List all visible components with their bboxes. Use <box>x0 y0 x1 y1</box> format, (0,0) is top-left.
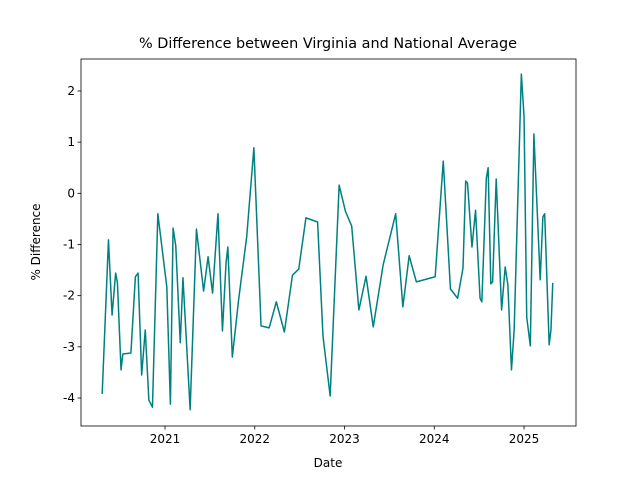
x-axis-label: Date <box>314 456 343 470</box>
y-tick-label: -4 <box>63 391 75 405</box>
axes-frame <box>80 58 577 427</box>
x-tick-label: 2025 <box>509 432 540 446</box>
y-tick-label: -2 <box>63 289 75 303</box>
y-axis-label: % Difference <box>29 203 43 280</box>
y-tick-label: 0 <box>67 186 75 200</box>
y-tick-label: -1 <box>63 237 75 251</box>
data-line <box>101 73 554 411</box>
x-tick-label: 2022 <box>239 432 270 446</box>
x-tick-label: 2024 <box>419 432 450 446</box>
x-tick-label: 2021 <box>150 432 181 446</box>
x-tick-label: 2023 <box>329 432 360 446</box>
y-tick-label: 1 <box>67 135 75 149</box>
y-tick-label: 2 <box>67 84 75 98</box>
y-tick-label: -3 <box>63 340 75 354</box>
chart-title: % Difference between Virginia and Nation… <box>139 36 517 52</box>
